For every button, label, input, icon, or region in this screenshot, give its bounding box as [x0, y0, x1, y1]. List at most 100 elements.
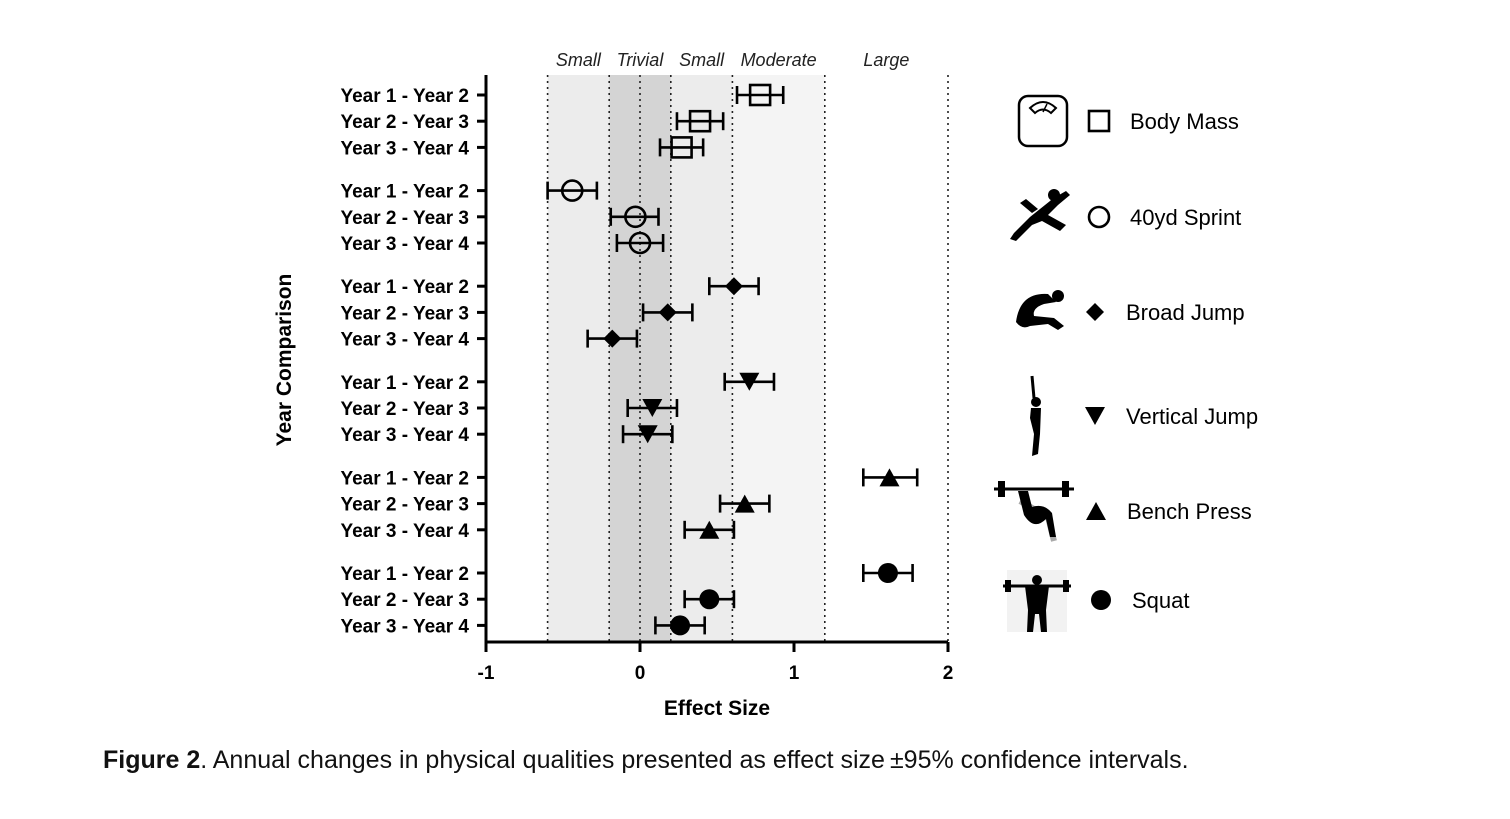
head [1031, 397, 1041, 407]
zone-moderate [732, 75, 825, 642]
y-tick-label: Year 2 - Year 3 [340, 495, 469, 516]
marker-square [688, 109, 712, 133]
zone-small [547, 75, 610, 642]
x-tick-label: -1 [478, 663, 495, 684]
marker-square [670, 136, 693, 159]
marker-open-circle [628, 231, 652, 255]
body [1016, 293, 1064, 330]
data-point [723, 372, 776, 391]
head [1052, 290, 1064, 302]
raised-arm [1030, 375, 1036, 399]
lifter [1018, 491, 1056, 537]
data-point [683, 520, 736, 539]
data-point [718, 494, 771, 513]
legend-item: Vertical Jump [1030, 375, 1258, 456]
y-tick-label: Year 2 - Year 3 [340, 590, 469, 611]
marker-square [1087, 109, 1111, 133]
data-point [641, 303, 694, 322]
data-point [626, 399, 679, 417]
body [1030, 408, 1041, 456]
data-point [707, 277, 760, 296]
zone-label-small: Small [679, 50, 725, 70]
figure-caption-label: Figure 2 [103, 746, 201, 774]
figure-caption: Figure 2. Annual changes in physical qua… [103, 746, 1189, 775]
y-axis-title: Year Comparison [273, 274, 296, 447]
y-tick-label: Year 3 - Year 4 [340, 138, 469, 159]
x-tick-label: 0 [635, 663, 646, 684]
body [1010, 191, 1070, 241]
data-point [861, 468, 919, 487]
marker-filled-circle [699, 589, 720, 610]
y-tick-label: Year 1 - Year 2 [340, 86, 469, 107]
legend-label: Body Mass [1130, 109, 1239, 134]
y-tick-label: Year 3 - Year 4 [340, 425, 469, 446]
marker-diamond [1086, 303, 1104, 321]
data-point [861, 563, 914, 583]
marker-square [748, 83, 772, 107]
legend-item: Squat [1003, 570, 1190, 632]
y-tick-label: Year 3 - Year 4 [340, 234, 469, 255]
zone-label-small: Small [556, 50, 602, 70]
figure-caption-text: . Annual changes in physical qualities p… [200, 746, 1189, 774]
marker-filled-circle [1091, 590, 1111, 610]
y-tick-label: Year 3 - Year 4 [340, 521, 469, 542]
data-point [615, 231, 665, 255]
marker-open-circle [1087, 205, 1111, 229]
legend-label: 40yd Sprint [1130, 205, 1241, 230]
long-jumper-icon [1016, 290, 1064, 330]
marker-triangle-down [642, 399, 663, 417]
marker-filled-circle [670, 615, 691, 636]
marker-triangle-down [739, 372, 760, 391]
zone-label-large: Large [863, 50, 909, 70]
legend-item: Bench Press [994, 481, 1252, 542]
zone-label-moderate: Moderate [741, 50, 817, 70]
marker-filled-circle [877, 563, 898, 583]
scale-needle [1042, 103, 1048, 113]
plate-left [1005, 580, 1011, 592]
legend-item: Body Mass [1017, 94, 1239, 148]
squat-lifter-icon [1003, 570, 1071, 632]
vertical-jumper-icon [1030, 375, 1041, 456]
legend-label: Broad Jump [1126, 300, 1245, 325]
zone-labels: Small Trivial Small Moderate Large [556, 50, 910, 70]
legend-label: Bench Press [1127, 499, 1252, 524]
legend-label: Squat [1132, 588, 1190, 613]
head [1032, 575, 1042, 585]
body [1025, 586, 1049, 632]
marker-diamond [603, 329, 622, 348]
x-tick-label: 1 [789, 663, 800, 684]
arm [1020, 199, 1038, 213]
marker-open-circle [624, 205, 647, 229]
axes: -1 0 1 2 Effect Size Year Comparison Year 1 - … [273, 75, 953, 720]
data-point [683, 589, 736, 610]
y-tick-label: Year 1 - Year 2 [340, 182, 469, 203]
zone-label-trivial: Trivial [617, 50, 665, 70]
y-tick-label: Year 2 - Year 3 [340, 112, 469, 133]
plate-right [1063, 580, 1069, 592]
legend-item: 40yd Sprint [1010, 189, 1241, 241]
plate-left [998, 481, 1005, 497]
scale-body [1017, 94, 1069, 148]
marker-triangle-up [1086, 502, 1106, 520]
y-tick-label: Year 1 - Year 2 [340, 277, 469, 298]
y-tick-label: Year 3 - Year 4 [340, 330, 469, 351]
marker-triangle-up [734, 494, 755, 513]
data-points [546, 83, 919, 636]
scale-dial [1028, 101, 1058, 115]
marker-triangle-up [699, 520, 720, 539]
data-point [621, 425, 674, 444]
y-tick-label: Year 2 - Year 3 [340, 399, 469, 420]
y-tick-label: Year 1 - Year 2 [340, 468, 469, 489]
data-point [735, 83, 785, 107]
y-tick-label: Year 2 - Year 3 [340, 303, 469, 324]
data-point [609, 205, 660, 229]
legend-item: Broad Jump [1016, 290, 1245, 330]
x-axis-title: Effect Size [664, 697, 770, 720]
effect-size-zones [547, 75, 948, 642]
y-tick-label: Year 3 - Year 4 [340, 616, 469, 637]
x-tick-label: 2 [943, 663, 954, 684]
zone-large [824, 75, 948, 642]
y-tick-label: Year 1 - Year 2 [340, 564, 469, 585]
